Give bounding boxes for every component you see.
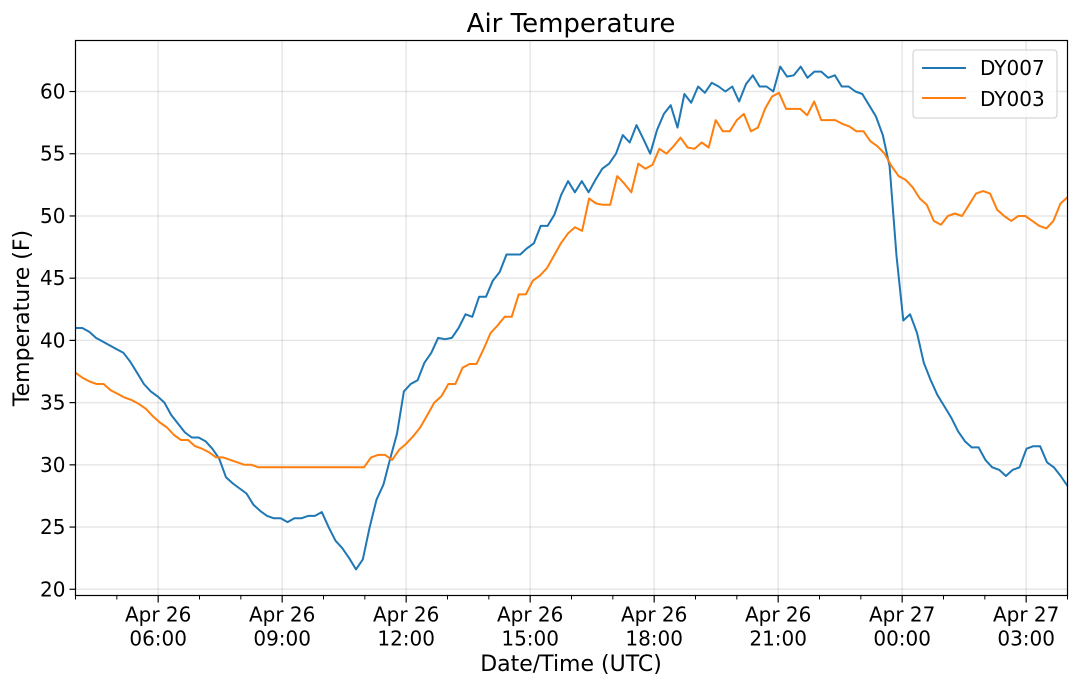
y-tick-label: 25 — [40, 515, 65, 539]
y-tick-label: 55 — [40, 142, 65, 166]
y-tick-label: 40 — [40, 328, 65, 352]
x-tick-label: Apr 26 — [125, 603, 191, 627]
x-tick-label: 06:00 — [129, 627, 187, 651]
x-tick-label: Apr 26 — [373, 603, 439, 627]
legend: DY007 DY003 — [912, 49, 1058, 119]
x-tick-label: 21:00 — [749, 627, 807, 651]
y-tick-label: 45 — [40, 266, 65, 290]
x-tick-label: Apr 26 — [621, 603, 687, 627]
x-tick-label: 18:00 — [625, 627, 683, 651]
y-axis-label: Temperature (F) — [10, 230, 35, 407]
x-tick-label: Apr 26 — [745, 603, 811, 627]
x-tick-label: 12:00 — [377, 627, 435, 651]
x-tick-label: Apr 26 — [497, 603, 563, 627]
x-axis-label: Date/Time (UTC) — [480, 652, 662, 677]
y-tick-label: 35 — [40, 391, 65, 415]
series-line-dy007 — [75, 65, 1069, 571]
legend-label-dy003: DY003 — [980, 87, 1045, 111]
series-line-dy003 — [74, 91, 1069, 469]
x-tick-label: 09:00 — [253, 627, 311, 651]
plot-lines — [74, 65, 1069, 571]
plot-frame — [74, 39, 1069, 597]
legend-label-dy007: DY007 — [980, 56, 1045, 80]
x-tick-label: Apr 27 — [869, 603, 935, 627]
y-tick-label: 30 — [40, 453, 65, 477]
y-tick-label: 20 — [40, 577, 65, 601]
grid-lines — [75, 40, 1068, 596]
x-tick-label: 15:00 — [501, 627, 559, 651]
chart-title: Air Temperature — [467, 9, 676, 39]
x-tick-label: 03:00 — [997, 627, 1055, 651]
y-tick-label: 60 — [40, 80, 65, 104]
x-tick-label: Apr 27 — [993, 603, 1059, 627]
x-tick-label: Apr 26 — [249, 603, 315, 627]
x-tick-label: 00:00 — [873, 627, 931, 651]
y-tick-label: 50 — [40, 204, 65, 228]
